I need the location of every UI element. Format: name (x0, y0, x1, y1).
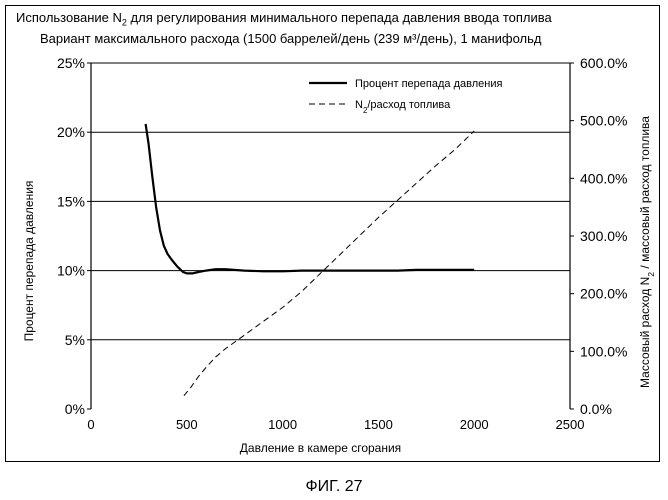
right-tick-label: 100.0% (580, 343, 627, 359)
x-tick-label: 500 (176, 417, 198, 432)
left-tick-label: 25% (57, 55, 85, 71)
x-tick-label: 2000 (460, 417, 489, 432)
right-tick-label: 600.0% (580, 55, 627, 71)
left-axis-label: Процент перепада давления (22, 181, 36, 342)
left-tick-label: 0% (65, 401, 85, 417)
right-tick-label: 200.0% (580, 286, 627, 302)
legend-label: Процент перепада давления (355, 78, 502, 90)
x-tick-label: 2500 (556, 417, 585, 432)
right-tick-label: 0.0% (580, 401, 612, 417)
legend-label: N2/расход топлива (355, 99, 451, 115)
figure-caption: ФИГ. 27 (0, 478, 668, 496)
right-tick-label: 300.0% (580, 228, 627, 244)
right-tick-label: 500.0% (580, 113, 627, 129)
series-pressure-drop-line (146, 124, 475, 274)
left-tick-label: 5% (65, 332, 85, 348)
right-tick-label: 400.0% (580, 170, 627, 186)
dual-axis-line-chart: 0% 5% 10% 15% 20% 25% 0.0% 100.0% 200.0% 300.0% 40… (0, 0, 668, 470)
right-axis-label: Массовый расход N2 / массовый расход топ… (638, 116, 656, 388)
series-n2-fuel-ratio-line (184, 131, 474, 396)
left-tick-label: 20% (57, 124, 85, 140)
x-tick-label: 1000 (268, 417, 297, 432)
left-tick-label: 15% (57, 193, 85, 209)
x-tick-label: 0 (87, 417, 94, 432)
left-tick-label: 10% (57, 263, 85, 279)
x-axis-label: Давление в камере сгорания (240, 441, 401, 455)
x-tick-label: 1500 (364, 417, 393, 432)
